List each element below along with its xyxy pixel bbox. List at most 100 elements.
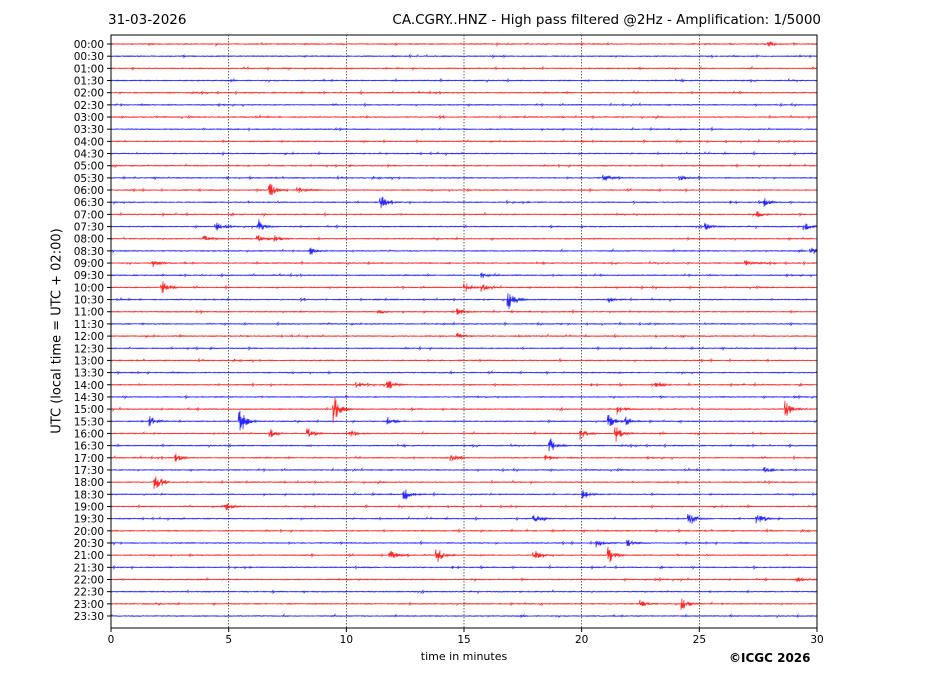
y-tick-label: 19:00 xyxy=(74,501,104,513)
trace-1200 xyxy=(110,332,818,339)
y-tick-label: 05:00 xyxy=(74,161,104,173)
trace-1030 xyxy=(110,293,818,310)
copyright: ©ICGC 2026 xyxy=(729,651,811,665)
y-tick-label: 14:00 xyxy=(74,380,104,392)
y-tick-label: 20:30 xyxy=(74,538,104,550)
y-tick-label: 18:00 xyxy=(74,477,104,489)
trace-1830 xyxy=(110,489,818,500)
trace-1130 xyxy=(110,321,818,327)
trace-0230 xyxy=(110,102,818,108)
trace-0830 xyxy=(110,247,818,255)
y-tick-label: 09:00 xyxy=(74,258,104,270)
trace-2300 xyxy=(110,598,818,610)
trace-0200 xyxy=(110,89,818,96)
y-tick-label: 13:00 xyxy=(74,355,104,367)
plot-frame xyxy=(110,34,818,629)
y-tick-label: 23:00 xyxy=(74,599,104,611)
trace-0600 xyxy=(110,183,818,196)
trace-0100 xyxy=(110,65,818,72)
y-tick-label: 02:30 xyxy=(74,100,104,112)
y-tick-label: 09:30 xyxy=(74,270,104,282)
trace-0030 xyxy=(110,53,818,59)
y-tick-label: 14:30 xyxy=(74,392,104,404)
y-tick-label: 00:00 xyxy=(74,39,104,51)
y-tick-label: 11:30 xyxy=(74,319,104,331)
y-tick-label: 17:00 xyxy=(74,453,104,465)
trace-2200 xyxy=(110,576,818,583)
y-tick-label: 16:30 xyxy=(74,441,104,453)
y-tick-label: 11:00 xyxy=(74,307,104,319)
trace-1700 xyxy=(110,453,818,462)
y-tick-label: 12:00 xyxy=(74,331,104,343)
y-tick-label: 06:30 xyxy=(74,197,104,209)
y-tick-label: 10:30 xyxy=(74,295,104,307)
y-tick-label: 12:30 xyxy=(74,343,104,355)
trace-0530 xyxy=(110,174,818,181)
trace-1630 xyxy=(110,438,818,452)
y-tick-label: 00:30 xyxy=(74,51,104,63)
trace-2100 xyxy=(110,546,818,563)
trace-1800 xyxy=(110,476,818,489)
y-tick-label: 21:30 xyxy=(74,562,104,574)
y-tick-label: 02:00 xyxy=(74,88,104,100)
trace-1100 xyxy=(110,308,818,315)
x-tick-label: 15 xyxy=(457,634,470,646)
trace-1930 xyxy=(110,513,818,524)
y-tick-label: 23:30 xyxy=(74,611,104,623)
y-tick-label: 04:00 xyxy=(74,136,104,148)
y-tick-label: 21:00 xyxy=(74,550,104,562)
trace-0800 xyxy=(110,234,818,242)
date-label: 31-03-2026 xyxy=(108,12,187,28)
y-tick-label: 03:00 xyxy=(74,112,104,124)
trace-1500 xyxy=(110,397,818,424)
trace-0000 xyxy=(110,41,818,47)
trace-0700 xyxy=(110,211,818,218)
trace-1300 xyxy=(110,357,818,364)
trace-1230 xyxy=(110,345,818,352)
y-tick-label: 13:30 xyxy=(74,368,104,380)
y-tick-label: 15:30 xyxy=(74,416,104,428)
trace-2330 xyxy=(110,613,818,619)
y-tick-label: 18:30 xyxy=(74,489,104,501)
y-tick-label: 19:30 xyxy=(74,514,104,526)
trace-2230 xyxy=(110,589,818,595)
trace-1530 xyxy=(110,410,818,431)
y-tick-label: 20:00 xyxy=(74,526,104,538)
x-tick-label: 30 xyxy=(810,634,823,646)
trace-1330 xyxy=(110,369,818,376)
x-tick-label: 10 xyxy=(340,634,353,646)
y-tick-label: 22:00 xyxy=(74,574,104,586)
y-tick-label: 03:30 xyxy=(74,124,104,136)
trace-0130 xyxy=(110,77,818,84)
y-tick-label: 01:30 xyxy=(74,76,104,88)
x-tick-label: 5 xyxy=(225,634,232,646)
y-tick-label: 01:00 xyxy=(74,63,104,75)
y-tick-label: 06:00 xyxy=(74,185,104,197)
trace-0900 xyxy=(110,260,818,268)
trace-0930 xyxy=(110,272,818,279)
chart-title: CA.CGRY..HNZ - High pass filtered @2Hz -… xyxy=(392,12,821,28)
y-tick-label: 07:30 xyxy=(74,222,104,234)
y-tick-label: 16:00 xyxy=(74,428,104,440)
trace-1900 xyxy=(110,503,818,511)
trace-0630 xyxy=(110,196,818,209)
trace-0730 xyxy=(110,219,818,231)
y-tick-label: 05:30 xyxy=(74,173,104,185)
trace-2030 xyxy=(110,539,818,548)
trace-0430 xyxy=(110,150,818,157)
y-tick-label: 08:30 xyxy=(74,246,104,258)
trace-2130 xyxy=(110,564,818,571)
x-tick-label: 0 xyxy=(108,634,115,646)
trace-1400 xyxy=(110,380,818,389)
y-tick-label: 07:00 xyxy=(74,209,104,221)
trace-1730 xyxy=(110,466,818,473)
trace-1000 xyxy=(110,281,818,294)
x-axis-label: time in minutes xyxy=(420,650,508,663)
trace-1430 xyxy=(110,394,818,400)
y-tick-label: 22:30 xyxy=(74,587,104,599)
trace-0300 xyxy=(110,114,818,120)
y-tick-label: 15:00 xyxy=(74,404,104,416)
x-tick-label: 20 xyxy=(575,634,588,646)
